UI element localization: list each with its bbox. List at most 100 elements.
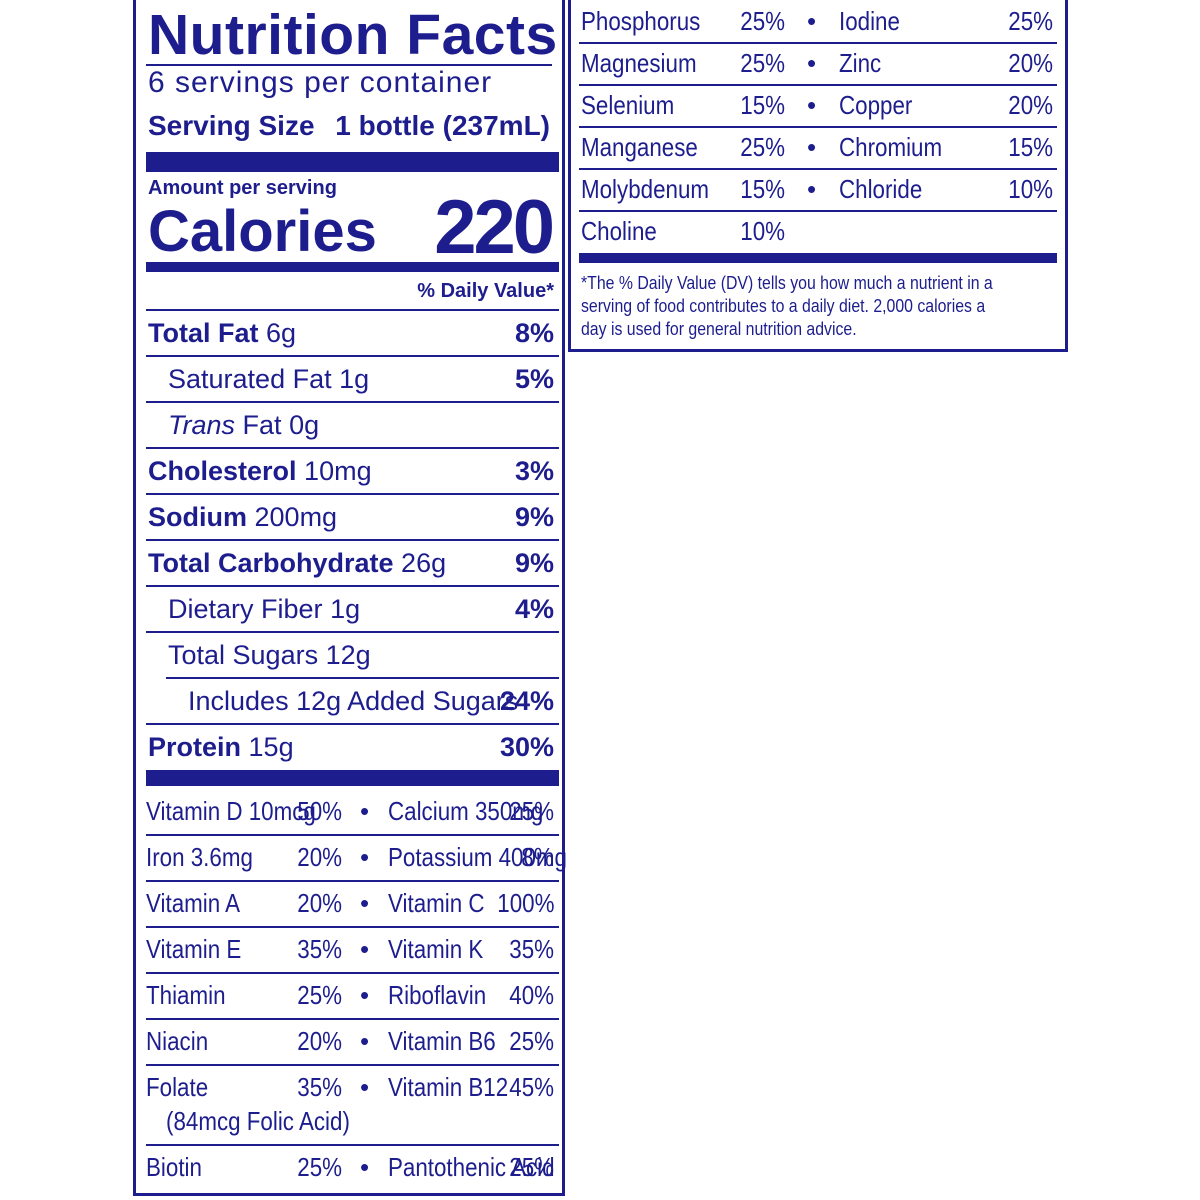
row-right-name: Vitamin C xyxy=(388,888,485,918)
nutrient-dv: 3% xyxy=(514,456,554,486)
row-right-dv: 20% xyxy=(1008,90,1053,120)
row-right-dv: 10% xyxy=(1008,174,1053,204)
divider xyxy=(146,1018,559,1020)
nutrient-row-dietary-fiber: Dietary Fiber 1g xyxy=(168,594,360,625)
divider xyxy=(146,355,559,357)
row-right-dv: 40% xyxy=(509,980,554,1010)
bullet-separator: • xyxy=(360,842,370,872)
row-left-dv: 25% xyxy=(297,1152,342,1182)
nutrient-dv: 30% xyxy=(499,732,554,762)
nutrient-row-sodium: Sodium 200mg xyxy=(148,502,337,533)
bullet-separator: • xyxy=(360,980,370,1010)
row-left-name: Vitamin D 10mcg xyxy=(146,796,316,826)
nutrient-dv: 8% xyxy=(514,318,554,348)
thick-divider xyxy=(146,770,559,786)
row-left-dv: 25% xyxy=(740,132,785,162)
nutrient-name: Protein xyxy=(148,732,242,762)
divider xyxy=(146,972,559,974)
divider xyxy=(146,926,559,928)
nutrient-dv: 9% xyxy=(514,502,554,532)
divider xyxy=(146,309,559,311)
nutrient-name: Dietary Fiber xyxy=(168,594,323,624)
nutrient-amount: 0g xyxy=(289,410,320,440)
divider xyxy=(146,880,559,882)
divider xyxy=(579,210,1057,212)
row-left-name: Biotin xyxy=(146,1152,202,1182)
row-right-dv: 25% xyxy=(509,796,554,826)
row-right-name: Vitamin B12 xyxy=(388,1072,509,1102)
bullet-separator: • xyxy=(360,934,370,964)
divider xyxy=(146,64,552,66)
nutrition-facts-minerals-panel: Phosphorus 25% • Iodine 25% Magnesium 25% • Zinc… xyxy=(568,0,1068,352)
nutrient-amount: 26g xyxy=(401,548,447,578)
footnote: *The % Daily Value (DV) tells you how mu… xyxy=(581,273,993,339)
row-left-dv: 35% xyxy=(297,934,342,964)
divider xyxy=(146,493,559,495)
bullet-separator: • xyxy=(360,1026,370,1056)
row-right-dv: 25% xyxy=(509,1026,554,1056)
label-title: Nutrition Facts xyxy=(148,3,558,67)
divider xyxy=(146,585,559,587)
row-left-dv: 25% xyxy=(740,6,785,36)
bullet-separator: • xyxy=(807,90,817,120)
row-left-name: Iron 3.6mg xyxy=(146,842,253,872)
nutrient-row-total-fat: Total Fat 6g xyxy=(148,318,296,349)
divider xyxy=(146,834,559,836)
amount-per-serving: Amount per serving xyxy=(148,177,337,199)
divider xyxy=(146,1064,559,1066)
nutrient-name: Saturated Fat xyxy=(168,364,332,394)
row-left-dv: 20% xyxy=(297,842,342,872)
bullet-separator: • xyxy=(360,1072,370,1102)
nutrient-row-trans-fat: Trans Fat 0g xyxy=(168,410,319,441)
serving-size-label: Serving Size xyxy=(148,110,315,141)
medium-divider xyxy=(146,262,559,272)
bullet-separator: • xyxy=(807,48,817,78)
row-left-name: Manganese xyxy=(581,132,698,162)
row-left-name: Molybdenum xyxy=(581,174,710,204)
nutrient-name: Sodium xyxy=(148,502,247,532)
nutrient-name-rest: Fat xyxy=(242,410,282,440)
row-left-dv: 25% xyxy=(297,980,342,1010)
nutrient-row-total-sugars: Total Sugars 12g xyxy=(168,640,371,671)
row-left-dv: 20% xyxy=(297,888,342,918)
nutrient-dv: 4% xyxy=(514,594,554,624)
bullet-separator: • xyxy=(360,796,370,826)
row-left-name: Vitamin A xyxy=(146,888,241,918)
bullet-separator: • xyxy=(807,6,817,36)
nutrient-row-total-carbohydrate: Total Carbohydrate 26g xyxy=(148,548,446,579)
nutrient-amount: 200mg xyxy=(254,502,338,532)
row-right-name: Iodine xyxy=(839,6,900,36)
row-left-name: Magnesium xyxy=(581,48,697,78)
daily-value-header: % Daily Value* xyxy=(417,280,554,302)
row-left-name: Choline xyxy=(581,216,657,246)
nutrient-amount: 15g xyxy=(248,732,294,762)
nutrient-row-cholesterol: Cholesterol 10mg xyxy=(148,456,372,487)
nutrient-dv: 5% xyxy=(514,364,554,394)
row-right-name: Zinc xyxy=(839,48,882,78)
row-left-dv: 35% xyxy=(297,1072,342,1102)
nutrient-name: Total Sugars xyxy=(168,640,319,670)
nutrient-name: Cholesterol xyxy=(148,456,297,486)
row-right-name: Chloride xyxy=(839,174,923,204)
row-right-name: Chromium xyxy=(839,132,943,162)
row-right-name: Riboflavin xyxy=(388,980,487,1010)
divider xyxy=(146,539,559,541)
row-left-dv: 10% xyxy=(740,216,785,246)
row-left-dv: 15% xyxy=(740,174,785,204)
row-right-name: Pantothenic Acid xyxy=(388,1152,555,1182)
nutrient-name: Includes 12g Added Sugars xyxy=(188,686,519,716)
nutrient-dv: 24% xyxy=(499,686,554,716)
divider xyxy=(146,631,559,633)
nutrient-name: Total Fat xyxy=(148,318,259,348)
row-left-name: Phosphorus xyxy=(581,6,701,36)
nutrient-row-saturated-fat: Saturated Fat 1g xyxy=(168,364,369,395)
bullet-separator: • xyxy=(807,132,817,162)
row-right-name: Vitamin K xyxy=(388,934,484,964)
divider xyxy=(166,677,559,679)
row-right-dv: 8% xyxy=(521,842,554,872)
row-right-name: Calcium 350mg xyxy=(388,796,544,826)
nutrient-amount: 1g xyxy=(330,594,361,624)
row-right-name: Potassium 400mg xyxy=(388,842,567,872)
row-left-name: Niacin xyxy=(146,1026,209,1056)
nutrient-name: Total Carbohydrate xyxy=(148,548,394,578)
